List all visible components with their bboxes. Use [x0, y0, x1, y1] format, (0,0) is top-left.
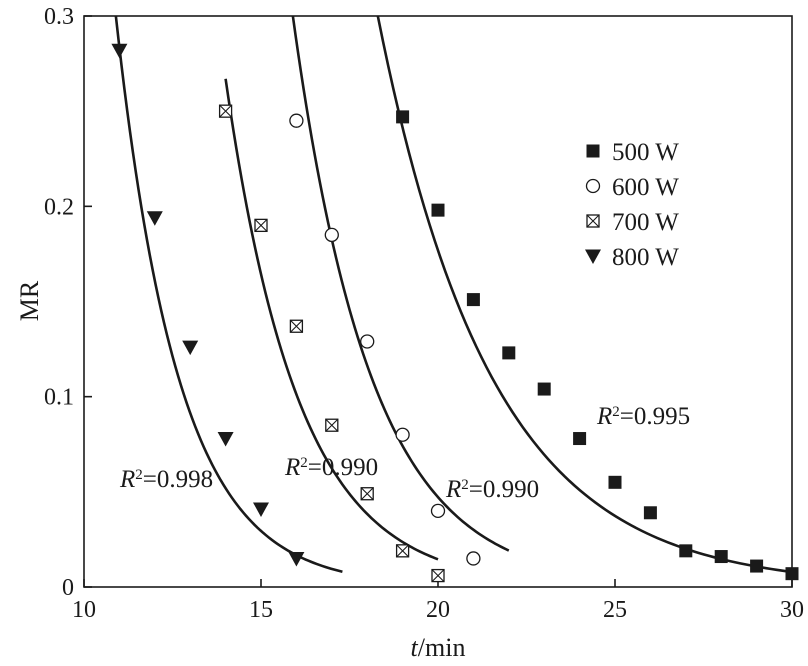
- x-tick-label: 30: [780, 597, 804, 623]
- r2-annotation: R2=0.998: [119, 466, 213, 493]
- data-point-500w: [714, 550, 728, 564]
- data-point-500w: [431, 203, 445, 217]
- r2-value: =0.995: [620, 403, 690, 430]
- data-point-700w: [325, 418, 339, 432]
- x-tick-label: 15: [249, 597, 273, 623]
- legend-label: 600 W: [612, 174, 679, 201]
- y-tick-label: 0.3: [44, 4, 74, 30]
- y-axis-label: MR: [15, 280, 44, 321]
- data-point-500w: [466, 293, 480, 307]
- x-tick-label: 10: [72, 597, 96, 623]
- data-point-600w: [360, 334, 375, 349]
- fit-curve-700w: [224, 78, 439, 561]
- r2-annotation: R2=0.990: [284, 454, 378, 481]
- data-point-700w: [431, 568, 445, 583]
- legend-item: 700 W: [586, 209, 679, 236]
- data-point-500w: [750, 559, 764, 573]
- x-tick-label: 20: [426, 597, 450, 623]
- r2-superscript: 2: [612, 404, 620, 420]
- x-axis-label-unit: /min: [418, 633, 466, 662]
- r2-superscript: 2: [461, 477, 469, 493]
- data-point-500w: [396, 110, 410, 124]
- data-point-500w: [785, 567, 799, 581]
- r2-symbol: R: [119, 466, 135, 493]
- data-point-600w: [324, 227, 339, 243]
- legend-marker: [586, 214, 600, 228]
- r2-value: =0.990: [469, 476, 539, 503]
- r2-symbol: R: [596, 403, 612, 430]
- r2-value: =0.990: [308, 454, 378, 481]
- data-point-800w: [182, 340, 199, 356]
- data-point-500w: [502, 346, 516, 360]
- data-point-600w: [466, 551, 481, 566]
- data-point-500w: [608, 475, 622, 489]
- data-point-500w: [679, 544, 693, 558]
- r2-value: =0.998: [143, 466, 213, 493]
- legend-label: 500 W: [612, 139, 679, 166]
- data-point-500w: [573, 432, 587, 446]
- y-tick-label: 0.1: [44, 385, 74, 411]
- legend-marker: [586, 144, 600, 158]
- legend-marker: [585, 249, 601, 264]
- fit-curve-600w: [291, 16, 510, 552]
- r2-annotation: R2=0.995: [596, 403, 690, 430]
- r2-annotation: R2=0.990: [445, 476, 539, 503]
- data-point-700w: [254, 218, 268, 233]
- data-point-700w: [360, 487, 374, 501]
- data-point-800w: [253, 502, 269, 517]
- legend-item: 800 W: [585, 244, 679, 271]
- data-point-500w: [643, 506, 657, 520]
- data-point-600w: [430, 503, 446, 519]
- data-point-700w: [289, 319, 304, 333]
- data-point-800w: [111, 43, 128, 59]
- data-point-600w: [395, 427, 410, 442]
- r2-symbol: R: [284, 454, 300, 481]
- legend-item: 600 W: [585, 174, 679, 201]
- data-point-600w: [289, 113, 304, 128]
- legend-label: 700 W: [612, 209, 679, 236]
- fit-curve-800w: [114, 16, 343, 574]
- data-point-800w: [288, 551, 305, 567]
- legend-label: 800 W: [612, 244, 679, 271]
- legend-marker: [585, 178, 601, 194]
- fit-curve-500w: [376, 16, 792, 574]
- y-tick-label: 0.2: [44, 194, 74, 220]
- data-point-800w: [146, 211, 163, 226]
- data-point-800w: [217, 432, 234, 447]
- legend-item: 500 W: [586, 139, 679, 166]
- r2-superscript: 2: [300, 455, 308, 471]
- data-point-700w: [395, 544, 410, 558]
- data-point-500w: [537, 382, 551, 396]
- data-point-700w: [218, 104, 233, 118]
- r2-superscript: 2: [135, 467, 143, 483]
- x-tick-label: 25: [603, 597, 627, 623]
- y-tick-label: 0: [62, 575, 74, 601]
- plot-frame: [83, 15, 793, 588]
- x-axis-label-italic: t: [411, 633, 419, 662]
- x-axis-label: t/min: [411, 633, 466, 662]
- r2-symbol: R: [445, 476, 461, 503]
